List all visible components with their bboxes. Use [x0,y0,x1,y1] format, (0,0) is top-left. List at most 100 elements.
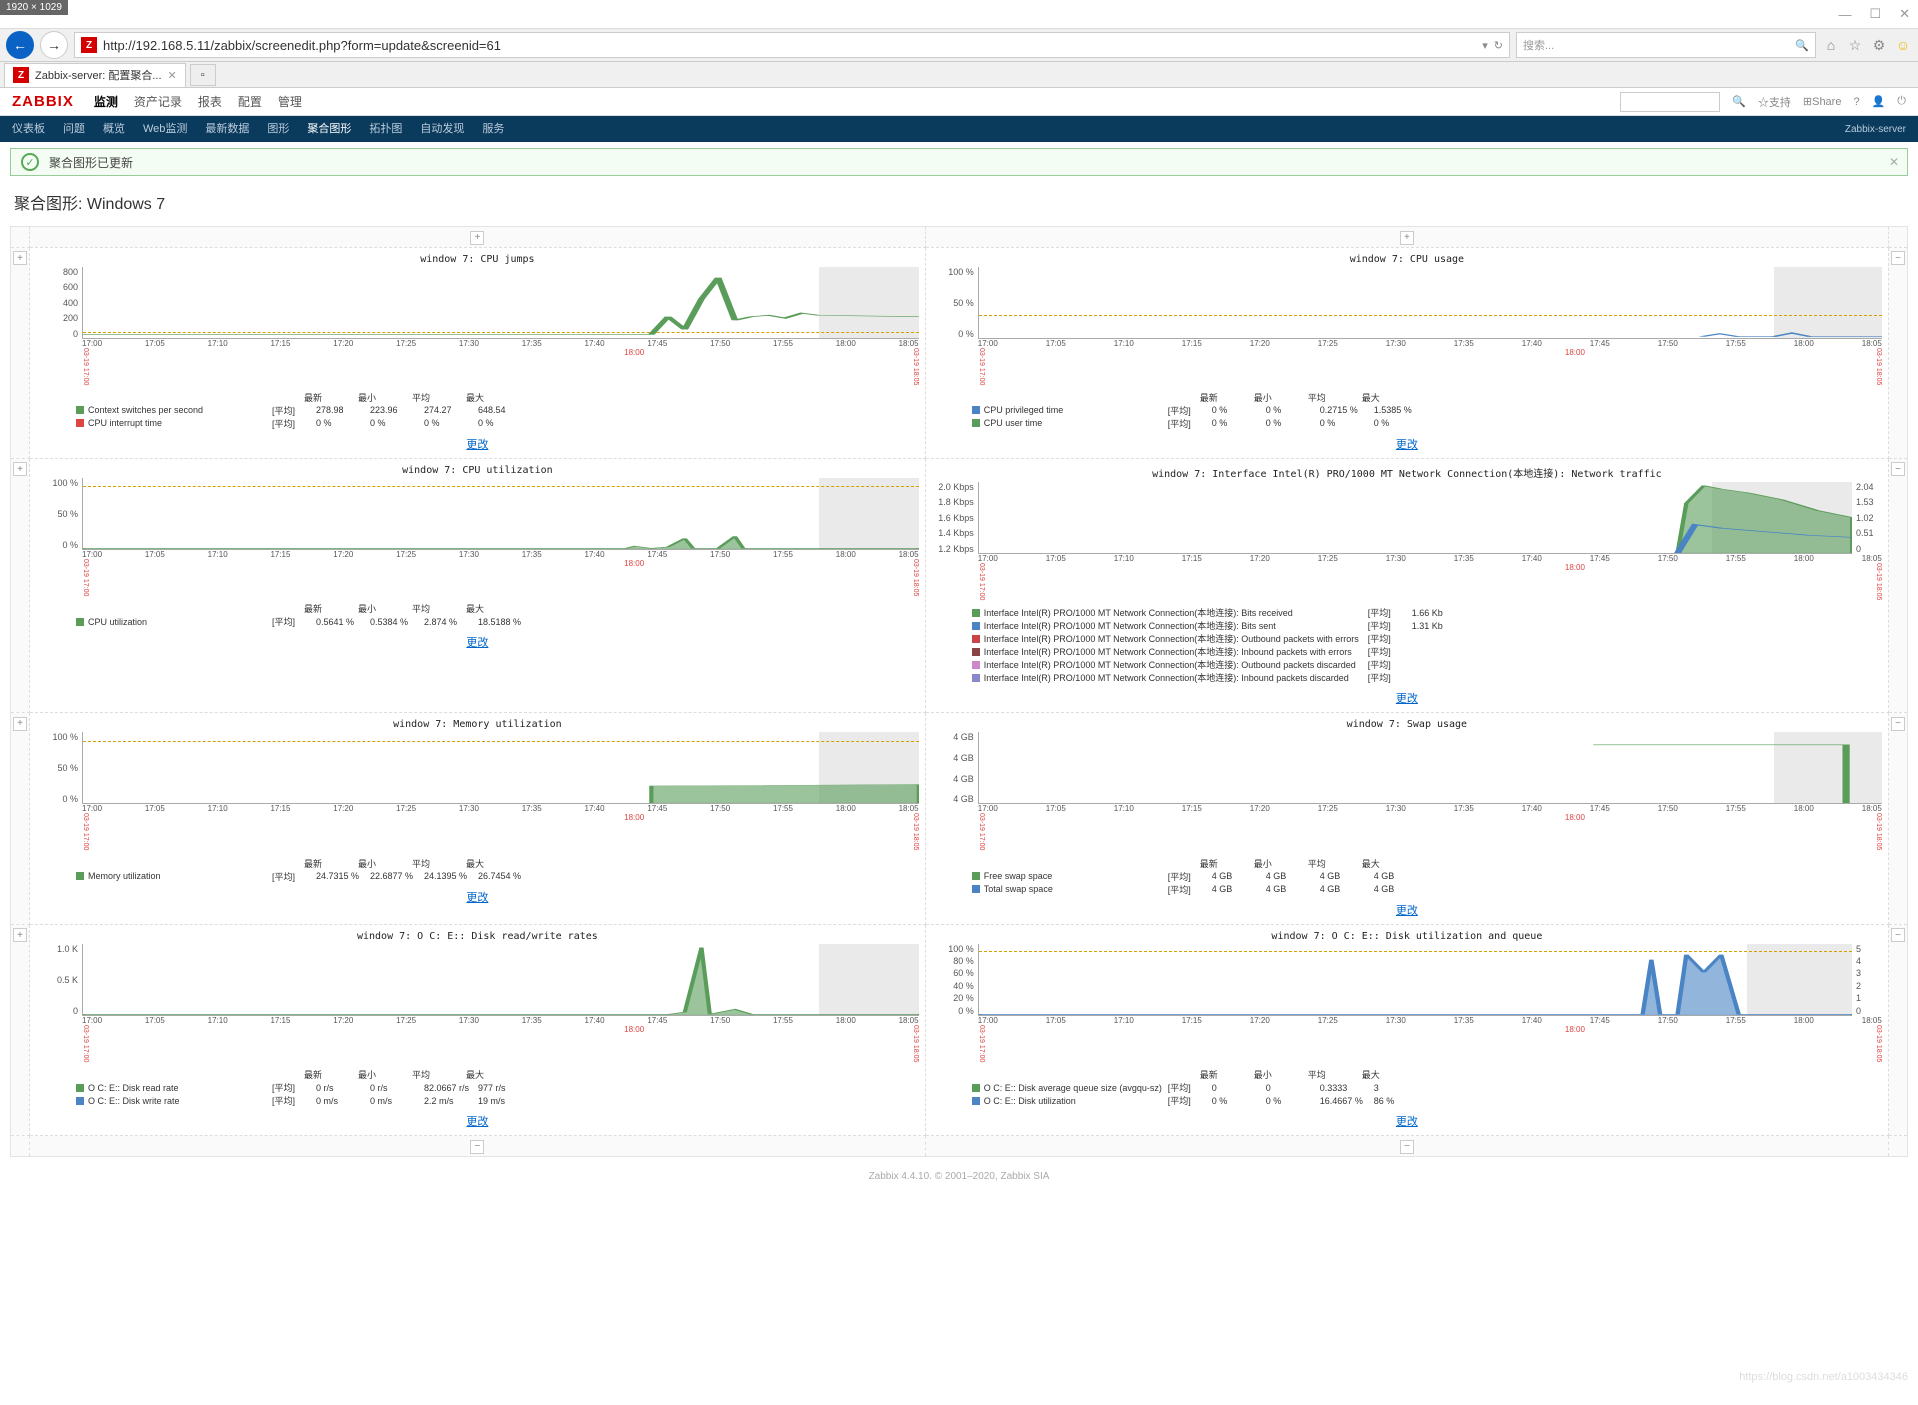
share-link[interactable]: ⊞Share [1803,95,1842,108]
add-row-bottom[interactable]: − − [11,1136,1908,1157]
legend-item: CPU utilization[平均]0.5641 %0.5384 %2.874… [76,615,919,628]
chart-title: window 7: Memory utilization [36,719,919,730]
topnav-item[interactable]: 报表 [198,93,222,110]
check-icon: ✓ [21,153,39,171]
minimize-icon[interactable]: — [1838,7,1851,22]
chart-plot [82,944,919,1016]
subnav-item[interactable]: Web监测 [143,114,187,144]
chart-title: window 7: CPU utilization [36,465,919,476]
subnav-item[interactable]: 图形 [267,114,289,144]
chart-plot [82,732,919,804]
chart-plot [82,267,919,339]
sub-nav: 仪表板问题概览 Web监测最新数据图形聚合图形拓扑图自动发现服务 Zabbix-s… [0,116,1918,142]
back-button[interactable]: ← [6,31,34,59]
legend-item: CPU privileged time[平均]0 %0 %0.2715 %1.5… [972,404,1882,417]
logout-icon[interactable]: ⏻ [1897,95,1906,108]
forward-button[interactable]: → [40,31,68,59]
chart-cpu_util: window 7: CPU utilization 100 %50 %0 % 1… [32,461,923,654]
tab-close-icon[interactable]: ✕ [168,69,177,82]
settings-icon[interactable]: ⚙ [1870,36,1888,54]
chart-disk_rw: window 7: O C: E:: Disk read/write rates… [32,927,923,1133]
subnav-item[interactable]: 聚合图形 [307,114,351,144]
subnav-item[interactable]: 自动发现 [420,114,464,144]
close-icon[interactable]: ✕ [1899,6,1910,22]
url-bar[interactable]: Z http://192.168.5.11/zabbix/screenedit.… [74,32,1510,58]
add-col-left[interactable]: + [11,247,30,458]
chart-cpu_usage: window 7: CPU usage 100 %50 %0 % 17:0017… [928,250,1886,456]
change-link[interactable]: 更改 [1396,905,1418,917]
zabbix-search-input[interactable] [1620,92,1720,112]
add-row-top[interactable]: + + [11,227,1908,248]
zabbix-header: ZABBIX 监测资产记录报表配置管理 🔍 ☆支持 ⊞Share ? 👤 ⏻ [0,88,1918,116]
legend-item: O C: E:: Disk read rate[平均]0 r/s0 r/s82.… [76,1081,919,1094]
subnav-item[interactable]: 问题 [63,114,85,144]
banner-close-icon[interactable]: ✕ [1889,155,1899,169]
subnav-item[interactable]: 拓扑图 [369,114,402,144]
subnav-item[interactable]: 最新数据 [205,114,249,144]
legend-item: Interface Intel(R) PRO/1000 MT Network C… [972,645,1882,658]
top-nav: 监测资产记录报表配置管理 [94,93,302,110]
chart-plot [82,478,919,550]
browser-search[interactable]: 搜索... 🔍 [1516,32,1816,58]
change-link[interactable]: 更改 [466,439,488,451]
favorites-icon[interactable]: ☆ [1846,36,1864,54]
favicon-icon: Z [81,37,97,53]
subnav-context: Zabbix-server [1845,124,1906,135]
chart-swap: window 7: Swap usage 4 GB4 GB4 GB4 GB 17… [928,715,1886,921]
legend-item: Interface Intel(R) PRO/1000 MT Network C… [972,658,1882,671]
emoji-icon[interactable]: ☺ [1894,36,1912,54]
legend-item: Memory utilization[平均]24.7315 %22.6877 %… [76,870,919,883]
chart-plot [978,944,1852,1016]
screen-grid: + + + window 7: CPU jumps 8006004002000 … [10,226,1908,1157]
change-link[interactable]: 更改 [1396,693,1418,705]
legend-item: CPU interrupt time[平均]0 %0 %0 %0 % [76,417,919,430]
help-icon[interactable]: ? [1853,96,1859,108]
topnav-item[interactable]: 管理 [278,93,302,110]
dropdown-icon[interactable]: ▾ [1482,39,1488,52]
topnav-item[interactable]: 资产记录 [134,93,182,110]
new-tab-button[interactable]: ▫ [190,64,216,86]
chart-disk_util: window 7: O C: E:: Disk utilization and … [928,927,1886,1133]
change-link[interactable]: 更改 [466,892,488,904]
zabbix-logo[interactable]: ZABBIX [12,93,74,110]
url-text: http://192.168.5.11/zabbix/screenedit.ph… [103,38,1476,53]
maximize-icon[interactable]: ☐ [1869,6,1881,22]
subnav-item[interactable]: 仪表板 [12,114,45,144]
plus-icon: + [470,231,484,245]
user-icon[interactable]: 👤 [1872,95,1886,108]
legend-item: O C: E:: Disk write rate[平均]0 m/s0 m/s2.… [76,1094,919,1107]
change-link[interactable]: 更改 [466,637,488,649]
browser-tab[interactable]: Z Zabbix-server: 配置聚合... ✕ [4,63,186,87]
legend-item: Context switches per second[平均]278.98223… [76,404,919,417]
chart-legend: 最新最小平均最大 CPU privileged time[平均]0 %0 %0.… [932,391,1882,430]
tab-favicon-icon: Z [13,67,29,83]
change-link[interactable]: 更改 [466,1116,488,1128]
topnav-item[interactable]: 监测 [94,93,118,110]
window-titlebar: — ☐ ✕ [0,0,1918,28]
chart-net: window 7: Interface Intel(R) PRO/1000 MT… [928,461,1886,710]
subnav-item[interactable]: 服务 [482,114,504,144]
footer: Zabbix 4.4.10. © 2001–2020, Zabbix SIA [0,1161,1918,1192]
legend-item: O C: E:: Disk average queue size (avgqu-… [972,1081,1882,1094]
chart-title: window 7: CPU jumps [36,254,919,265]
search-icon[interactable]: 🔍 [1732,95,1746,108]
topnav-item[interactable]: 配置 [238,93,262,110]
browser-toolbar: ← → Z http://192.168.5.11/zabbix/screene… [0,28,1918,62]
support-link[interactable]: ☆支持 [1758,94,1791,110]
browser-tabs: Z Zabbix-server: 配置聚合... ✕ ▫ [0,62,1918,88]
search-icon[interactable]: 🔍 [1795,39,1809,52]
refresh-icon[interactable]: ↻ [1494,39,1503,52]
legend-item: Interface Intel(R) PRO/1000 MT Network C… [972,619,1882,632]
chart-title: window 7: CPU usage [932,254,1882,265]
chart-legend: 最新最小平均最大 Memory utilization[平均]24.7315 %… [36,857,919,883]
remove-col[interactable]: − [1889,247,1908,458]
change-link[interactable]: 更改 [1396,439,1418,451]
subnav-item[interactable]: 概览 [103,114,125,144]
legend-item: O C: E:: Disk utilization[平均]0 %0 %16.46… [972,1094,1882,1107]
change-link[interactable]: 更改 [1396,1116,1418,1128]
chart-legend: 最新最小平均最大 O C: E:: Disk read rate[平均]0 r/… [36,1068,919,1107]
legend-item: Interface Intel(R) PRO/1000 MT Network C… [972,606,1882,619]
chart-plot [978,267,1882,339]
chart-plot [978,732,1882,804]
home-icon[interactable]: ⌂ [1822,36,1840,54]
